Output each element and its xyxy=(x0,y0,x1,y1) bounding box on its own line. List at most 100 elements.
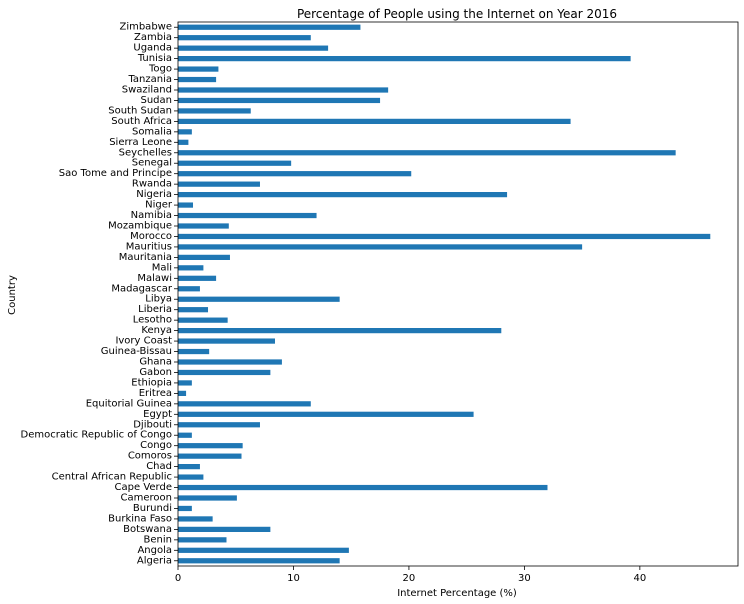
y-tick-label: South Africa xyxy=(111,116,172,127)
bar-sierra-leone xyxy=(178,139,189,145)
x-tick-label: 0 xyxy=(175,573,181,584)
bar-senegal xyxy=(178,160,292,166)
y-tick-label: Lesotho xyxy=(133,315,172,326)
y-tick-label: Kenya xyxy=(141,325,172,336)
y-tick-label: Algeria xyxy=(137,555,172,566)
y-tick-label: Niger xyxy=(145,200,173,211)
y-tick-label: Equitorial Guinea xyxy=(86,398,172,409)
bar-somalia xyxy=(178,129,192,135)
y-tick-label: Burkina Faso xyxy=(108,513,172,524)
bar-cameroon xyxy=(178,495,237,501)
bar-liberia xyxy=(178,307,209,313)
x-tick-label: 40 xyxy=(633,573,646,584)
bar-rwanda xyxy=(178,181,260,187)
y-tick-label: Sao Tome and Principe xyxy=(59,168,172,179)
bar-ivory-coast xyxy=(178,338,275,344)
bar-central-african-republic xyxy=(178,474,204,480)
y-tick-label: Mauritania xyxy=(119,252,172,263)
y-tick-label: Togo xyxy=(148,64,172,75)
y-tick-label: Comoros xyxy=(128,451,172,462)
bar-lesotho xyxy=(178,317,228,323)
bar-togo xyxy=(178,66,219,72)
bar-ethiopia xyxy=(178,380,192,386)
bar-swaziland xyxy=(178,87,389,93)
bar-gabon xyxy=(178,369,271,376)
bar-sao-tome-and-principe xyxy=(178,171,412,177)
plot-area-frame xyxy=(177,21,739,567)
bar-ghana xyxy=(178,359,282,365)
y-tick-label: Madagascar xyxy=(111,283,173,294)
bar-madagascar xyxy=(178,286,200,292)
bar-seychelles xyxy=(178,150,676,156)
y-tick-label: Sierra Leone xyxy=(109,137,172,148)
bar-mauritius xyxy=(178,244,583,250)
chart-title: Percentage of People using the Internet … xyxy=(297,7,617,21)
x-tick-label: 30 xyxy=(518,573,531,584)
bar-south-africa xyxy=(178,118,571,124)
bar-burkina-faso xyxy=(178,516,213,522)
y-tick-label: Djibouti xyxy=(133,419,172,430)
y-tick-label: Zimbabwe xyxy=(119,22,172,33)
x-tick-label: 10 xyxy=(287,573,300,584)
x-tick-label: 20 xyxy=(403,573,416,584)
bar-guinea-bissau xyxy=(178,348,210,355)
bar-tunisia xyxy=(178,56,631,62)
bar-kenya xyxy=(178,328,502,334)
bar-angola xyxy=(178,547,349,553)
bar-egypt xyxy=(178,411,474,417)
y-tick-label: Mozambique xyxy=(108,221,172,232)
bar-niger xyxy=(178,202,194,208)
y-tick-label: Egypt xyxy=(143,409,172,420)
bar-equitorial-guinea xyxy=(178,401,311,407)
y-tick-label: Mauritius xyxy=(126,241,172,252)
y-tick-label: Morocco xyxy=(130,231,172,242)
y-tick-label: Libya xyxy=(145,294,172,305)
x-axis-label: Internet Percentage (%) xyxy=(397,588,517,599)
y-tick-label: Uganda xyxy=(133,43,172,54)
bar-nigeria xyxy=(178,192,508,198)
y-tick-label: Seychelles xyxy=(119,147,172,158)
y-tick-label: Ghana xyxy=(139,357,172,368)
bar-chad xyxy=(178,464,200,470)
bar-eritrea xyxy=(178,390,187,396)
bar-algeria xyxy=(178,558,340,564)
bar-mali xyxy=(178,265,204,271)
bar-democratic-republic-of-congo xyxy=(178,432,192,438)
bar-zimbabwe xyxy=(178,24,361,30)
y-tick-label: Chad xyxy=(146,461,172,472)
y-tick-label: Congo xyxy=(140,440,172,451)
y-tick-label: Gabon xyxy=(139,367,172,378)
y-tick-label: Liberia xyxy=(138,304,172,315)
bar-morocco xyxy=(178,233,711,240)
bar-libya xyxy=(178,296,340,302)
bar-sudan xyxy=(178,97,381,104)
y-tick-label: Cape Verde xyxy=(115,482,172,493)
y-tick-label: Nigeria xyxy=(136,189,172,200)
bar-tanzania xyxy=(178,76,217,83)
y-tick-label: Guinea-Bissau xyxy=(101,346,172,357)
y-tick-label: Rwanda xyxy=(132,179,172,190)
bar-zambia xyxy=(178,35,311,41)
y-tick-label: Burundi xyxy=(133,503,172,514)
y-tick-label: Botswana xyxy=(123,524,172,535)
y-axis-label: Country xyxy=(7,275,18,315)
bar-burundi xyxy=(178,505,192,512)
y-tick-label: Somalia xyxy=(132,126,172,137)
bar-benin xyxy=(178,537,227,543)
bar-botswana xyxy=(178,526,271,532)
bar-south-sudan xyxy=(178,108,251,114)
bar-djibouti xyxy=(178,422,260,428)
bar-malawi xyxy=(178,275,217,281)
bar-comoros xyxy=(178,453,242,459)
y-tick-label: Benin xyxy=(144,534,172,545)
y-tick-label: Sudan xyxy=(141,95,173,106)
bar-mozambique xyxy=(178,223,229,229)
bar-mauritania xyxy=(178,254,230,260)
y-tick-label: Tanzania xyxy=(127,74,172,85)
y-tick-label: Angola xyxy=(137,545,172,556)
y-tick-label: Senegal xyxy=(132,158,172,169)
y-tick-label: Cameroon xyxy=(121,493,172,504)
y-tick-label: Ethiopia xyxy=(131,377,172,388)
